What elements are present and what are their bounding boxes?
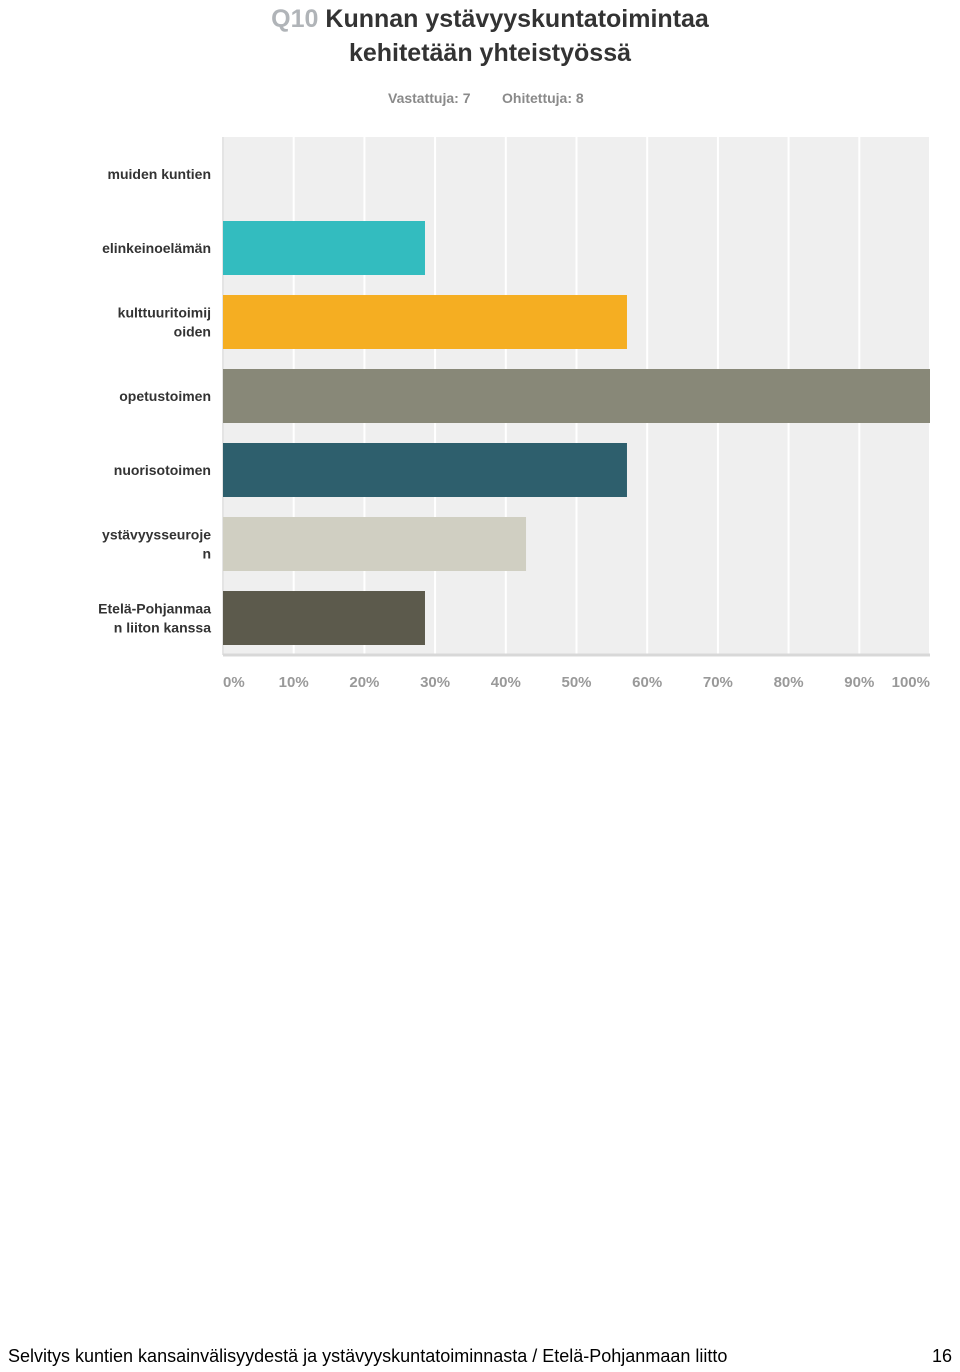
chart-title-line1: Kunnan ystävyyskuntatoimintaa xyxy=(325,5,709,33)
category-label: opetustoimen xyxy=(119,388,211,404)
x-tick-label: 20% xyxy=(349,674,379,691)
category-label: muiden kuntien xyxy=(108,166,211,182)
x-tick-label: 30% xyxy=(420,674,450,691)
x-tick-label: 50% xyxy=(561,674,591,691)
bar xyxy=(223,591,425,645)
chart-title-line2: kehitetään yhteistyössä xyxy=(348,39,632,67)
bar xyxy=(223,443,627,497)
question-code: Q10 xyxy=(271,5,319,33)
category-label: elinkeinoelämän xyxy=(102,240,211,256)
chart-title: Q10 Kunnan ystävyyskuntatoimintaa xyxy=(0,2,960,36)
x-tick-label: 40% xyxy=(491,674,521,691)
bar-chart: muiden kuntien elinkeinoelämän kulttuurito… xyxy=(98,137,931,691)
bar xyxy=(223,295,627,349)
x-tick-label: 80% xyxy=(774,674,804,691)
x-tick-label: 60% xyxy=(632,674,662,691)
x-tick-label: 70% xyxy=(703,674,733,691)
skipped-count: Ohitettuja: 8 xyxy=(502,90,584,106)
category-label: n liiton kanssa xyxy=(114,620,211,636)
x-tick-label: 0% xyxy=(223,674,245,691)
category-label: Etelä-Pohjanmaa xyxy=(98,601,211,617)
x-tick-label: 90% xyxy=(844,674,874,691)
category-label: ystävyysseuroje xyxy=(102,527,211,543)
footer-text: Selvitys kuntien kansainvälisyydestä ja … xyxy=(8,1346,728,1366)
x-tick-label: 10% xyxy=(279,674,309,691)
bar xyxy=(223,369,930,423)
bar xyxy=(223,517,527,571)
answered-count: Vastattuja: 7 xyxy=(388,90,471,106)
bar xyxy=(223,221,425,275)
category-label: n xyxy=(202,546,211,562)
category-label: oiden xyxy=(174,324,211,340)
category-label: kulttuuritoimij xyxy=(118,305,211,321)
x-tick-label: 100% xyxy=(892,674,930,691)
category-label: nuorisotoimen xyxy=(114,462,211,478)
page-number: 16 xyxy=(931,1346,952,1366)
